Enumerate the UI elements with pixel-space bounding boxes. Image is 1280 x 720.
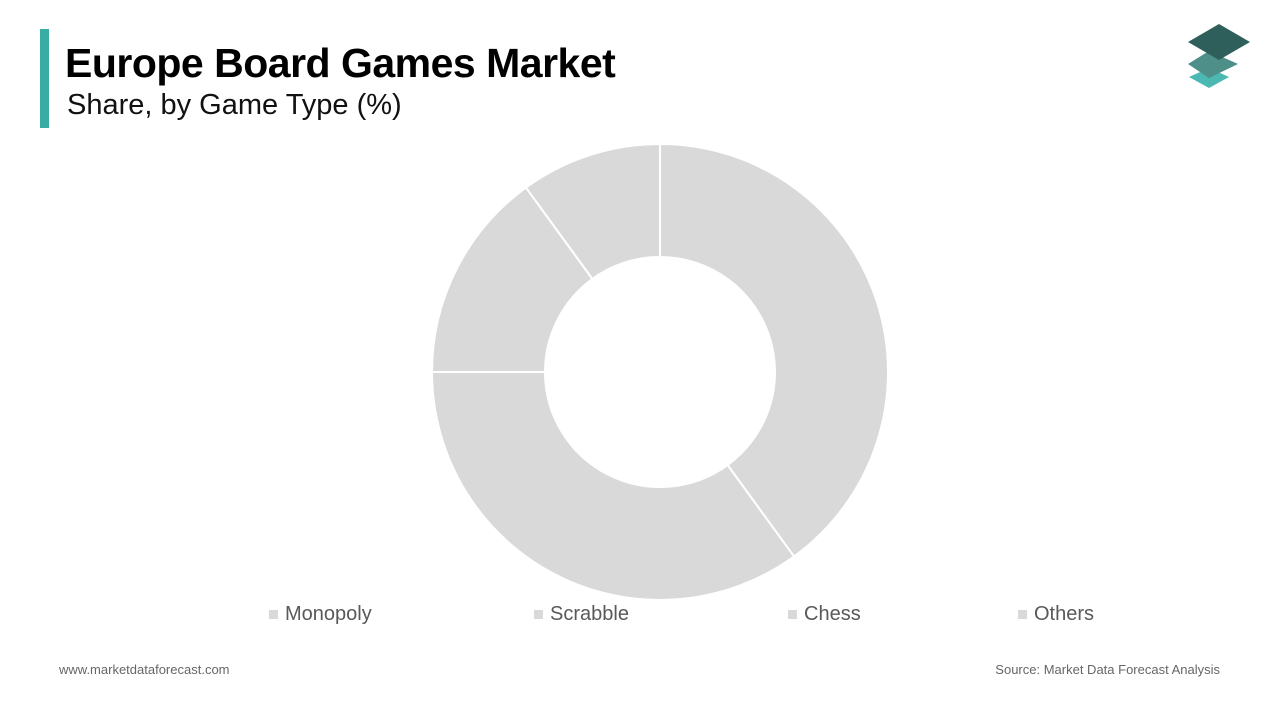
title-accent-bar: [40, 29, 49, 128]
donut-slice-monopoly: [659, 142, 889, 558]
legend-label: Others: [1034, 602, 1095, 625]
stacked-layers-icon: [1188, 24, 1250, 88]
logo-layer-middle: [1188, 51, 1238, 78]
donut-slice-others: [524, 142, 661, 281]
logo-layer-top: [1188, 24, 1250, 60]
page-title: Europe Board Games Market: [65, 40, 616, 86]
website-url: www.marketdataforecast.com: [59, 662, 230, 677]
donut-slices: [430, 142, 889, 601]
legend-label: Monopoly: [285, 602, 372, 625]
donut-slice-chess: [430, 186, 594, 373]
legend-swatch: [1018, 609, 1027, 619]
legend-item-chess: Chess: [788, 601, 861, 627]
legend-item-scrabble: Scrabble: [534, 601, 629, 627]
legend-swatch: [269, 609, 278, 619]
legend-item-monopoly: Monopoly: [269, 601, 372, 627]
legend-swatch: [788, 609, 797, 619]
legend-label: Scrabble: [550, 602, 629, 625]
legend-label: Chess: [804, 602, 861, 625]
source-note: Source: Market Data Forecast Analysis: [995, 662, 1220, 677]
donut-slice-scrabble: [430, 371, 796, 601]
legend-swatch: [534, 609, 543, 619]
page-subtitle: Share, by Game Type (%): [67, 89, 402, 121]
legend-item-others: Others: [1018, 601, 1094, 627]
